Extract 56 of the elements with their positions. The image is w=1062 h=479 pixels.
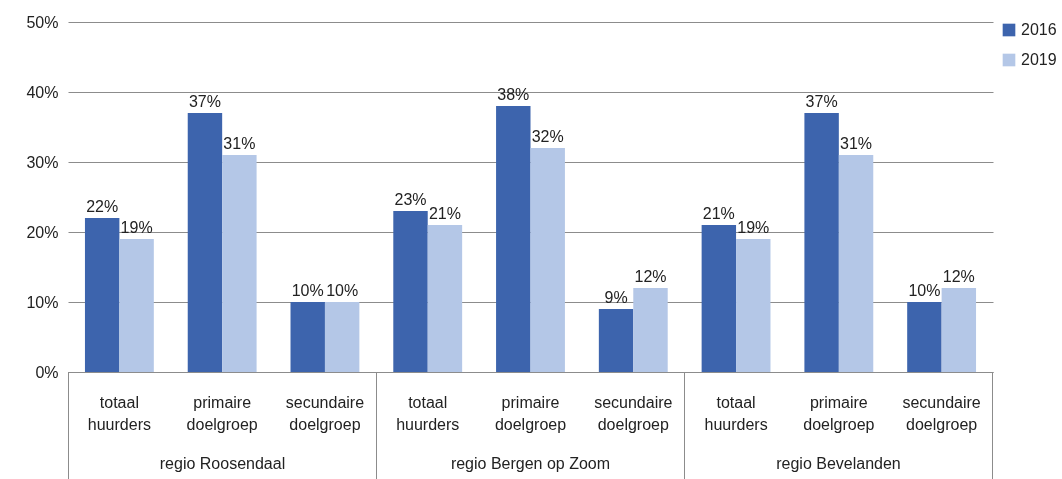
y-tick-label: 30% <box>26 153 59 171</box>
data-label: 12% <box>942 268 975 285</box>
text: regio Bevelanden <box>776 455 901 472</box>
data-label: 23% <box>394 191 427 208</box>
bar <box>941 288 977 372</box>
y-tick-label: 10% <box>26 293 59 311</box>
x-tick-label: primaire doelgroep <box>803 393 875 433</box>
bar <box>598 309 634 372</box>
x-tick-label: secundaire doelgroep <box>902 393 981 433</box>
x-tick-label: primaire doelgroep <box>494 393 567 433</box>
x-tick-label: totaal huurders <box>396 393 460 433</box>
bar <box>804 113 839 372</box>
data-label: 21% <box>428 205 461 222</box>
bar <box>838 155 874 372</box>
bar <box>496 106 531 372</box>
x-tick-label: primaire doelgroep <box>186 393 258 433</box>
bar <box>633 288 668 372</box>
bar <box>84 218 120 372</box>
data-label: 10% <box>908 282 941 299</box>
y-tick-label: 50% <box>26 13 59 31</box>
data-label: 19% <box>120 219 153 236</box>
x-tick-label: secundaire doelgroep <box>285 393 365 433</box>
data-label: 9% <box>604 289 628 306</box>
data-label: 38% <box>497 86 530 103</box>
bar <box>736 239 771 372</box>
data-label: 32% <box>531 128 564 145</box>
data-label: 37% <box>805 93 838 110</box>
y-tick-label: 20% <box>26 223 59 241</box>
x-tick-label: secundaire doelgroep <box>594 393 673 433</box>
bar <box>187 113 223 372</box>
data-label: 19% <box>737 219 770 236</box>
bar <box>393 211 428 372</box>
legend-label: 2019 <box>1021 51 1057 68</box>
data-label: 21% <box>702 205 735 222</box>
data-label: 31% <box>840 135 873 152</box>
bar <box>119 239 154 372</box>
data-label: 10% <box>326 282 359 299</box>
y-tick-label: 40% <box>26 83 59 101</box>
x-tick-label: totaal huurders <box>704 393 768 433</box>
data-label: 37% <box>188 93 221 110</box>
data-label: 22% <box>86 198 119 215</box>
text: regio Roosendaal <box>159 455 286 472</box>
data-label: 31% <box>223 135 256 152</box>
bar <box>427 225 463 372</box>
bar <box>701 225 737 372</box>
bar <box>222 155 257 372</box>
bar <box>907 302 942 372</box>
bar <box>530 148 565 372</box>
legend-label: 2016 <box>1021 21 1057 38</box>
data-label: 10% <box>291 282 324 299</box>
y-tick-label: 0% <box>35 363 59 381</box>
data-label: 12% <box>634 268 667 285</box>
bar <box>324 302 360 372</box>
x-tick-label: totaal huurders <box>87 393 151 433</box>
bar <box>290 302 325 372</box>
text: regio Bergen op Zoom <box>450 455 611 472</box>
